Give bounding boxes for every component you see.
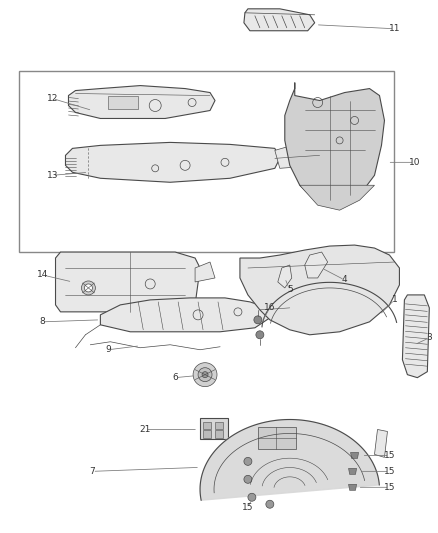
Text: 3: 3 <box>427 333 432 342</box>
Polygon shape <box>244 9 314 31</box>
Text: 15: 15 <box>384 451 395 460</box>
Polygon shape <box>349 469 357 474</box>
Circle shape <box>85 284 92 292</box>
Circle shape <box>244 475 252 483</box>
Polygon shape <box>403 295 429 378</box>
Polygon shape <box>68 86 215 118</box>
Text: 4: 4 <box>342 276 347 285</box>
Polygon shape <box>100 298 270 332</box>
Text: 21: 21 <box>140 425 151 434</box>
Circle shape <box>256 331 264 339</box>
Polygon shape <box>275 140 325 168</box>
Circle shape <box>248 493 256 501</box>
Text: 15: 15 <box>242 503 254 512</box>
Polygon shape <box>200 419 379 500</box>
Polygon shape <box>240 245 399 335</box>
Text: 7: 7 <box>89 467 95 476</box>
Polygon shape <box>350 453 359 458</box>
Text: 12: 12 <box>47 94 58 103</box>
Polygon shape <box>258 427 296 449</box>
Polygon shape <box>278 265 292 288</box>
Text: 15: 15 <box>384 483 395 492</box>
Circle shape <box>81 281 95 295</box>
Polygon shape <box>56 252 200 312</box>
Circle shape <box>202 372 208 378</box>
Text: 5: 5 <box>287 286 293 294</box>
Polygon shape <box>195 262 215 282</box>
Circle shape <box>193 362 217 386</box>
Polygon shape <box>305 252 328 278</box>
Text: 1: 1 <box>392 295 397 304</box>
Polygon shape <box>349 484 357 490</box>
Polygon shape <box>66 142 280 182</box>
Polygon shape <box>200 417 228 439</box>
Polygon shape <box>215 422 223 430</box>
Polygon shape <box>300 185 374 210</box>
Circle shape <box>198 368 212 382</box>
Text: 13: 13 <box>47 171 58 180</box>
Text: 8: 8 <box>40 317 46 326</box>
Circle shape <box>244 457 252 465</box>
Text: 16: 16 <box>264 303 276 312</box>
Text: 6: 6 <box>172 373 178 382</box>
Polygon shape <box>215 431 223 439</box>
Circle shape <box>254 316 262 324</box>
Polygon shape <box>374 430 388 457</box>
Bar <box>19 71 395 252</box>
Polygon shape <box>203 431 211 439</box>
Text: 10: 10 <box>409 158 420 167</box>
Polygon shape <box>285 83 385 205</box>
Polygon shape <box>108 95 138 109</box>
Circle shape <box>266 500 274 508</box>
Text: 15: 15 <box>384 467 395 476</box>
Text: 14: 14 <box>37 270 48 279</box>
Text: 11: 11 <box>389 25 400 33</box>
Polygon shape <box>203 422 211 430</box>
Text: 9: 9 <box>106 345 111 354</box>
